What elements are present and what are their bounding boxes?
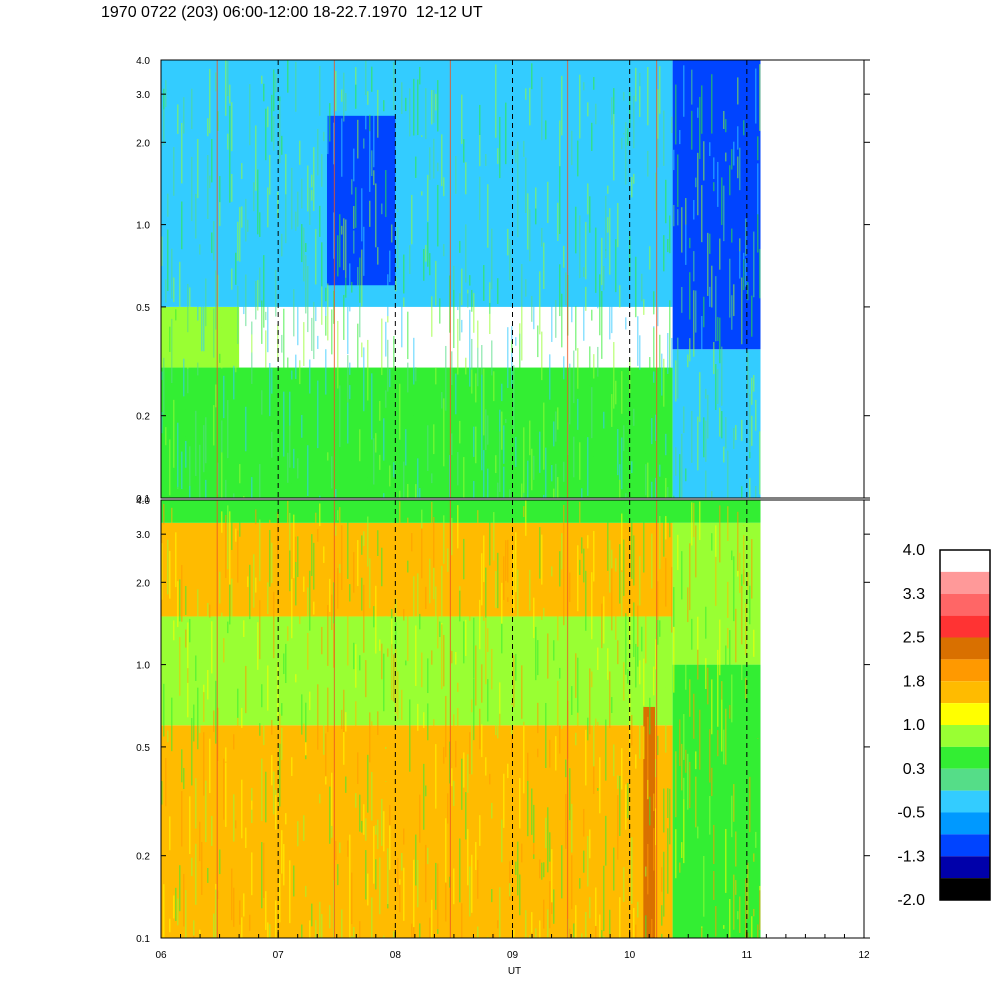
x-axis-label: UT [508,966,521,977]
y-tick-label: 0.1 [136,934,150,945]
y-tick-label: 0.5 [136,303,150,314]
colorbar-swatch [940,856,990,879]
colorbar-label: 2.5 [903,630,925,647]
y-tick-label: 3.0 [136,530,150,541]
x-tick-label: 12 [858,950,870,961]
colorbar-swatch [940,550,990,572]
colorbar-swatch [940,746,990,769]
colorbar-swatch [940,768,990,791]
colorbar-label: 3.3 [903,586,925,603]
colorbar-swatch [940,878,990,900]
colorbar-swatch [940,790,990,813]
colorbar-swatch [940,615,990,638]
y-tick-label: 2.0 [136,138,150,149]
colorbar-label: 1.0 [903,717,925,734]
y-tick-label: 0.2 [136,412,150,423]
colorbar-swatch [940,812,990,835]
colorbar-swatch [940,593,990,616]
colorbar-swatch [940,834,990,857]
y-tick-label: 1.0 [136,661,150,672]
y-tick-label: 1.0 [136,221,150,232]
intensity-region [161,500,761,523]
x-tick-label: 09 [507,950,519,961]
y-tick-label: 0.2 [136,852,150,863]
y-tick-label: 4.0 [136,496,150,507]
colorbar-label: 4.0 [903,542,925,559]
y-tick-label: 4.0 [136,56,150,67]
colorbar-swatch [940,725,990,747]
spectrogram-panel-upper: 0.1 0.2 0.5 1.0 2.0 3.0 4.0 [136,56,870,505]
colorbar-swatch [940,659,990,682]
colorbar: 4.0 3.3 2.5 1.8 1.0 0.3 -0.5 -1.3 -2.0 [897,542,991,909]
x-tick-label: 11 [742,950,753,961]
intensity-region [161,306,240,368]
x-tick-label: 07 [273,950,285,961]
colorbar-swatch [940,681,990,704]
colorbar-label: 0.3 [903,761,925,778]
y-tick-label: 0.1 [136,494,150,505]
colorbar-label: -0.5 [897,805,925,822]
intensity-region [672,60,761,350]
y-tick-label: 2.0 [136,578,150,589]
colorbar-swatch [940,637,990,660]
colorbar-frame [939,549,991,901]
colorbar-label: -1.3 [897,848,925,865]
colorbar-label: 1.8 [903,673,925,690]
panel-frame [160,59,865,499]
y-tick-label: 3.0 [136,90,150,101]
chart-title: 1970 0722 (203) 06:00-12:00 18-22.7.1970… [101,4,483,21]
spectrogram-texture [161,500,761,938]
spectrogram-panel-lower: 0.1 0.2 0.5 1.0 2.0 3.0 4.0 06 07 08 09 10 11 12 UT [136,496,870,977]
colorbar-label: -2.0 [897,892,925,909]
y-tick-label: 0.5 [136,743,150,754]
spectrogram-texture [161,60,761,498]
x-tick-label: 10 [624,950,636,961]
x-tick-label: 08 [390,950,402,961]
intensity-region [161,367,673,498]
x-tick-label: 06 [155,950,167,961]
colorbar-swatch [940,703,990,725]
colorbar-swatch [940,571,990,594]
